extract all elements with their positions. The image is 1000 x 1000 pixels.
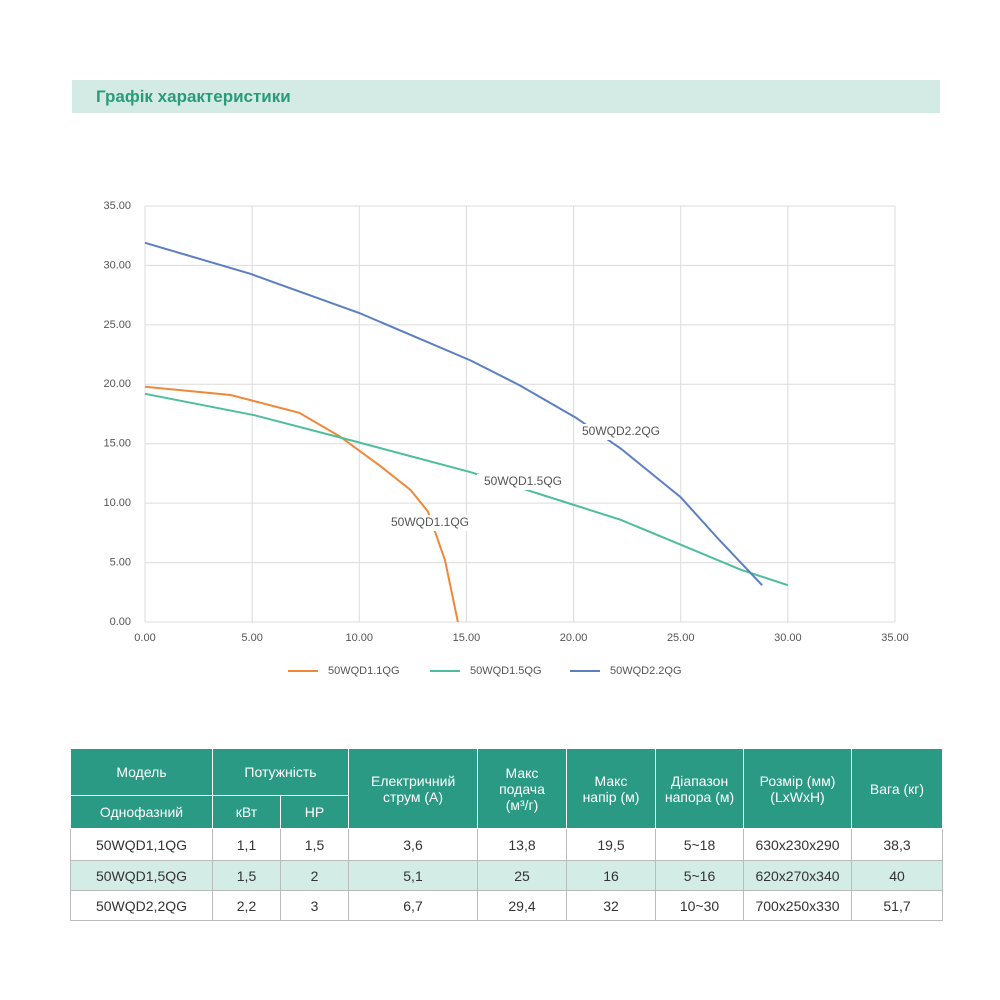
table-cell: 5~16	[655, 860, 744, 891]
x-tick-label: 0.00	[134, 632, 155, 644]
table-cell: 2,2	[212, 890, 281, 921]
table-cell: 1,1	[212, 828, 281, 861]
curve-label-bg	[575, 424, 667, 440]
y-tick-label: 25.00	[103, 319, 131, 331]
section-header: Графік характеристики	[72, 80, 940, 113]
series-line	[144, 241, 763, 586]
table-cell: 10~30	[655, 890, 744, 921]
table-cell: 19,5	[566, 828, 656, 861]
table-row: 50WQD1,1QG 1,1 1,5 3,6 13,8 19,5 5~18 630x230x2…	[70, 828, 943, 861]
table-cell: 25	[477, 860, 567, 891]
legend-label: 50WQD1.1QG	[328, 665, 400, 677]
header-cell: Діапазон напора (м)	[655, 748, 744, 829]
table-cell: 32	[566, 890, 656, 921]
header-cell: Вага (кг)	[851, 748, 943, 829]
x-tick-label: 30.00	[774, 632, 802, 644]
header-cell: Електричний струм (А)	[348, 748, 478, 829]
spec-table: Модель Потужність Електричний струм (А) …	[70, 748, 943, 921]
table-cell: 1,5	[212, 860, 281, 891]
y-tick-label: 5.00	[110, 556, 131, 568]
y-tick-label: 15.00	[103, 438, 131, 450]
x-tick-label: 5.00	[241, 632, 262, 644]
x-tick-label: 20.00	[560, 632, 588, 644]
table-cell: 29,4	[477, 890, 567, 921]
x-tick-label: 35.00	[881, 632, 909, 644]
table-cell: 40	[851, 860, 943, 891]
legend-label: 50WQD1.5QG	[470, 665, 542, 677]
table-cell: 3,6	[348, 828, 478, 861]
table-body: 50WQD1,1QG 1,1 1,5 3,6 13,8 19,5 5~18 630x230x2…	[70, 828, 943, 921]
table-cell: 1,5	[280, 828, 349, 861]
header-cell: кВт	[212, 795, 281, 829]
series-line	[144, 385, 459, 623]
curve-label: 50WQD1.5QG	[484, 474, 562, 488]
header-cell: Макс подача (м³/г)	[477, 748, 567, 829]
x-tick-label: 15.00	[453, 632, 481, 644]
table-cell: 630x230x290	[743, 828, 852, 861]
curve-label: 50WQD1.1QG	[391, 515, 469, 529]
table-cell: 50WQD2,2QG	[70, 890, 213, 921]
table-cell: 620x270x340	[743, 860, 852, 891]
table-cell: 3	[280, 890, 349, 921]
table-cell: 13,8	[477, 828, 567, 861]
table-cell: 5,1	[348, 860, 478, 891]
header-cell: HP	[280, 795, 349, 829]
table-row: 50WQD2,2QG 2,2 3 6,7 29,4 32 10~30 700x250x330 5…	[70, 890, 943, 921]
header-cell: Модель	[70, 748, 213, 796]
table-cell: 5~18	[655, 828, 744, 861]
table-cell: 16	[566, 860, 656, 891]
table-cell: 50WQD1,5QG	[70, 860, 213, 891]
y-tick-label: 10.00	[103, 497, 131, 509]
y-tick-label: 30.00	[103, 259, 131, 271]
header-cell: Макс напір (м)	[566, 748, 656, 829]
header-cell: Однофазний	[70, 795, 213, 829]
x-tick-label: 10.00	[346, 632, 374, 644]
legend-label: 50WQD2.2QG	[610, 665, 682, 677]
table-cell: 2	[280, 860, 349, 891]
table-cell: 700x250x330	[743, 890, 852, 921]
table-cell: 51,7	[851, 890, 943, 921]
curve-label-bg	[384, 515, 476, 531]
series-line	[144, 392, 789, 587]
y-tick-label: 35.00	[103, 200, 131, 212]
table-cell: 6,7	[348, 890, 478, 921]
chart: 0.00 5.00 10.00 15.00 20.00 25.00 30.00 35.00 0.…	[103, 200, 909, 677]
table-row: 50WQD1,5QG 1,5 2 5,1 25 16 5~16 620x270x340 40	[70, 860, 943, 891]
curve-label-bg	[477, 474, 569, 490]
curve-label: 50WQD2.2QG	[582, 424, 660, 438]
y-tick-label: 20.00	[103, 378, 131, 390]
section-title: Графік характеристики	[96, 87, 291, 106]
header-cell: Розмір (мм) (LxWxH)	[743, 748, 852, 829]
x-tick-label: 25.00	[667, 632, 695, 644]
table-cell: 38,3	[851, 828, 943, 861]
y-tick-label: 0.00	[110, 616, 131, 628]
table-cell: 50WQD1,1QG	[70, 828, 213, 861]
header-cell: Потужність	[212, 748, 349, 796]
